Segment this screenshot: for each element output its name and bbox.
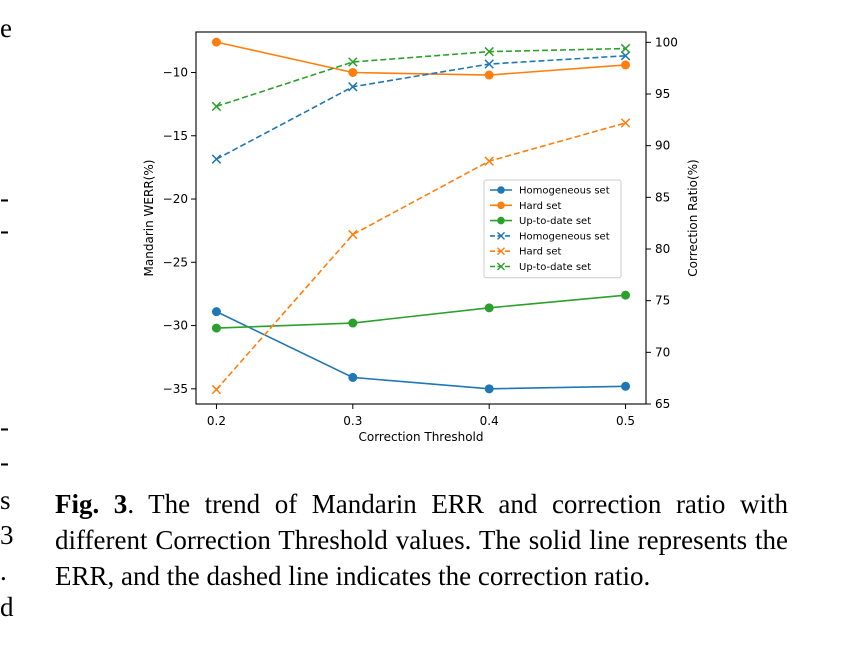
data-point	[484, 59, 494, 69]
margin-fragment: -	[0, 412, 9, 442]
data-point	[484, 384, 494, 394]
data-point	[211, 37, 221, 47]
y-right-tick-label: 95	[655, 87, 670, 101]
data-point	[211, 154, 222, 164]
data-point	[211, 323, 221, 333]
data-point	[620, 51, 631, 61]
x-axis-label: Correction Threshold	[358, 430, 483, 444]
y-right-tick-label: 80	[655, 242, 670, 256]
y-right-tick-label: 90	[655, 139, 670, 153]
y-left-tick-label: −35	[163, 382, 188, 396]
legend-marker	[497, 186, 505, 194]
data-point	[348, 67, 358, 77]
data-point	[484, 303, 494, 313]
y-right-tick-label: 65	[655, 397, 670, 411]
data-point	[211, 384, 222, 395]
data-point	[211, 101, 222, 112]
legend-box	[483, 179, 622, 279]
legend-marker	[497, 216, 505, 225]
y-left-tick-label: −20	[163, 192, 188, 206]
legend-marker	[497, 231, 505, 240]
series-line	[216, 294, 626, 329]
data-point	[620, 43, 631, 54]
margin-fragment: e	[0, 13, 12, 43]
y-right-tick-label: 75	[655, 294, 670, 308]
data-point	[620, 118, 631, 128]
data-point	[348, 318, 358, 328]
legend-marker	[497, 262, 505, 271]
figure-caption: Fig. 3. The trend of Mandarin ERR and co…	[55, 486, 788, 594]
margin-fragment: -	[0, 447, 9, 477]
legend-label: Homogeneous set	[519, 186, 610, 197]
legend-marker	[497, 201, 505, 210]
x-tick-label: 0.3	[343, 414, 362, 428]
margin-fragment: d	[0, 592, 14, 622]
margin-fragment: 3	[0, 520, 14, 550]
series-line	[215, 122, 626, 391]
y-left-tick-label: −25	[163, 255, 188, 269]
caption-text: . The trend of Mandarin ERR and correcti…	[55, 489, 788, 591]
data-point	[621, 60, 631, 70]
legend-label: Hard set	[519, 201, 561, 212]
legend-label: Homogeneous set	[519, 231, 610, 242]
legend-label: Hard set	[519, 247, 561, 258]
legend-label: Up-to-date set	[519, 262, 591, 273]
plot-frame	[195, 31, 647, 405]
data-point	[484, 46, 494, 57]
y-right-axis-label: Correction Ratio(%)	[686, 159, 700, 276]
data-point	[621, 290, 631, 300]
x-tick-label: 0.4	[480, 414, 499, 428]
data-point	[621, 381, 631, 391]
y-right-tick-label: 70	[655, 345, 670, 359]
data-point	[348, 82, 358, 92]
y-right-tick-label: 85	[655, 190, 670, 204]
margin-fragment: .	[0, 556, 7, 586]
margin-fragment: -	[0, 183, 9, 213]
data-point	[348, 57, 358, 67]
y-left-tick-label: −15	[163, 129, 188, 143]
legend-marker	[497, 247, 505, 256]
margin-fragment: -	[0, 215, 9, 245]
legend-label: Up-to-date set	[519, 216, 591, 227]
series-line	[216, 54, 626, 160]
y-left-axis-label: Mandarin WERR(%)	[142, 160, 156, 277]
data-point	[484, 156, 494, 166]
chart-figure: 0.2 0.3 0.4 0.5 Correction Threshold −10 −15 −2…	[142, 31, 700, 444]
series-line	[216, 310, 626, 390]
chart-svg: 0.2 0.3 0.4 0.5 Correction Threshold −10 −15 −2…	[142, 31, 700, 444]
data-point	[211, 307, 221, 317]
data-point	[348, 372, 358, 382]
margin-fragment: s	[0, 485, 11, 515]
y-left-tick-label: −30	[163, 319, 188, 333]
data-point	[484, 70, 494, 80]
series-line	[216, 41, 626, 76]
y-left-tick-label: −10	[163, 65, 188, 79]
x-tick-label: 0.2	[207, 414, 226, 428]
caption-label: Fig. 3	[55, 489, 128, 519]
y-right-tick-label: 100	[655, 35, 678, 49]
data-point	[348, 229, 358, 240]
series-line	[216, 47, 626, 108]
x-tick-label: 0.5	[616, 414, 635, 428]
